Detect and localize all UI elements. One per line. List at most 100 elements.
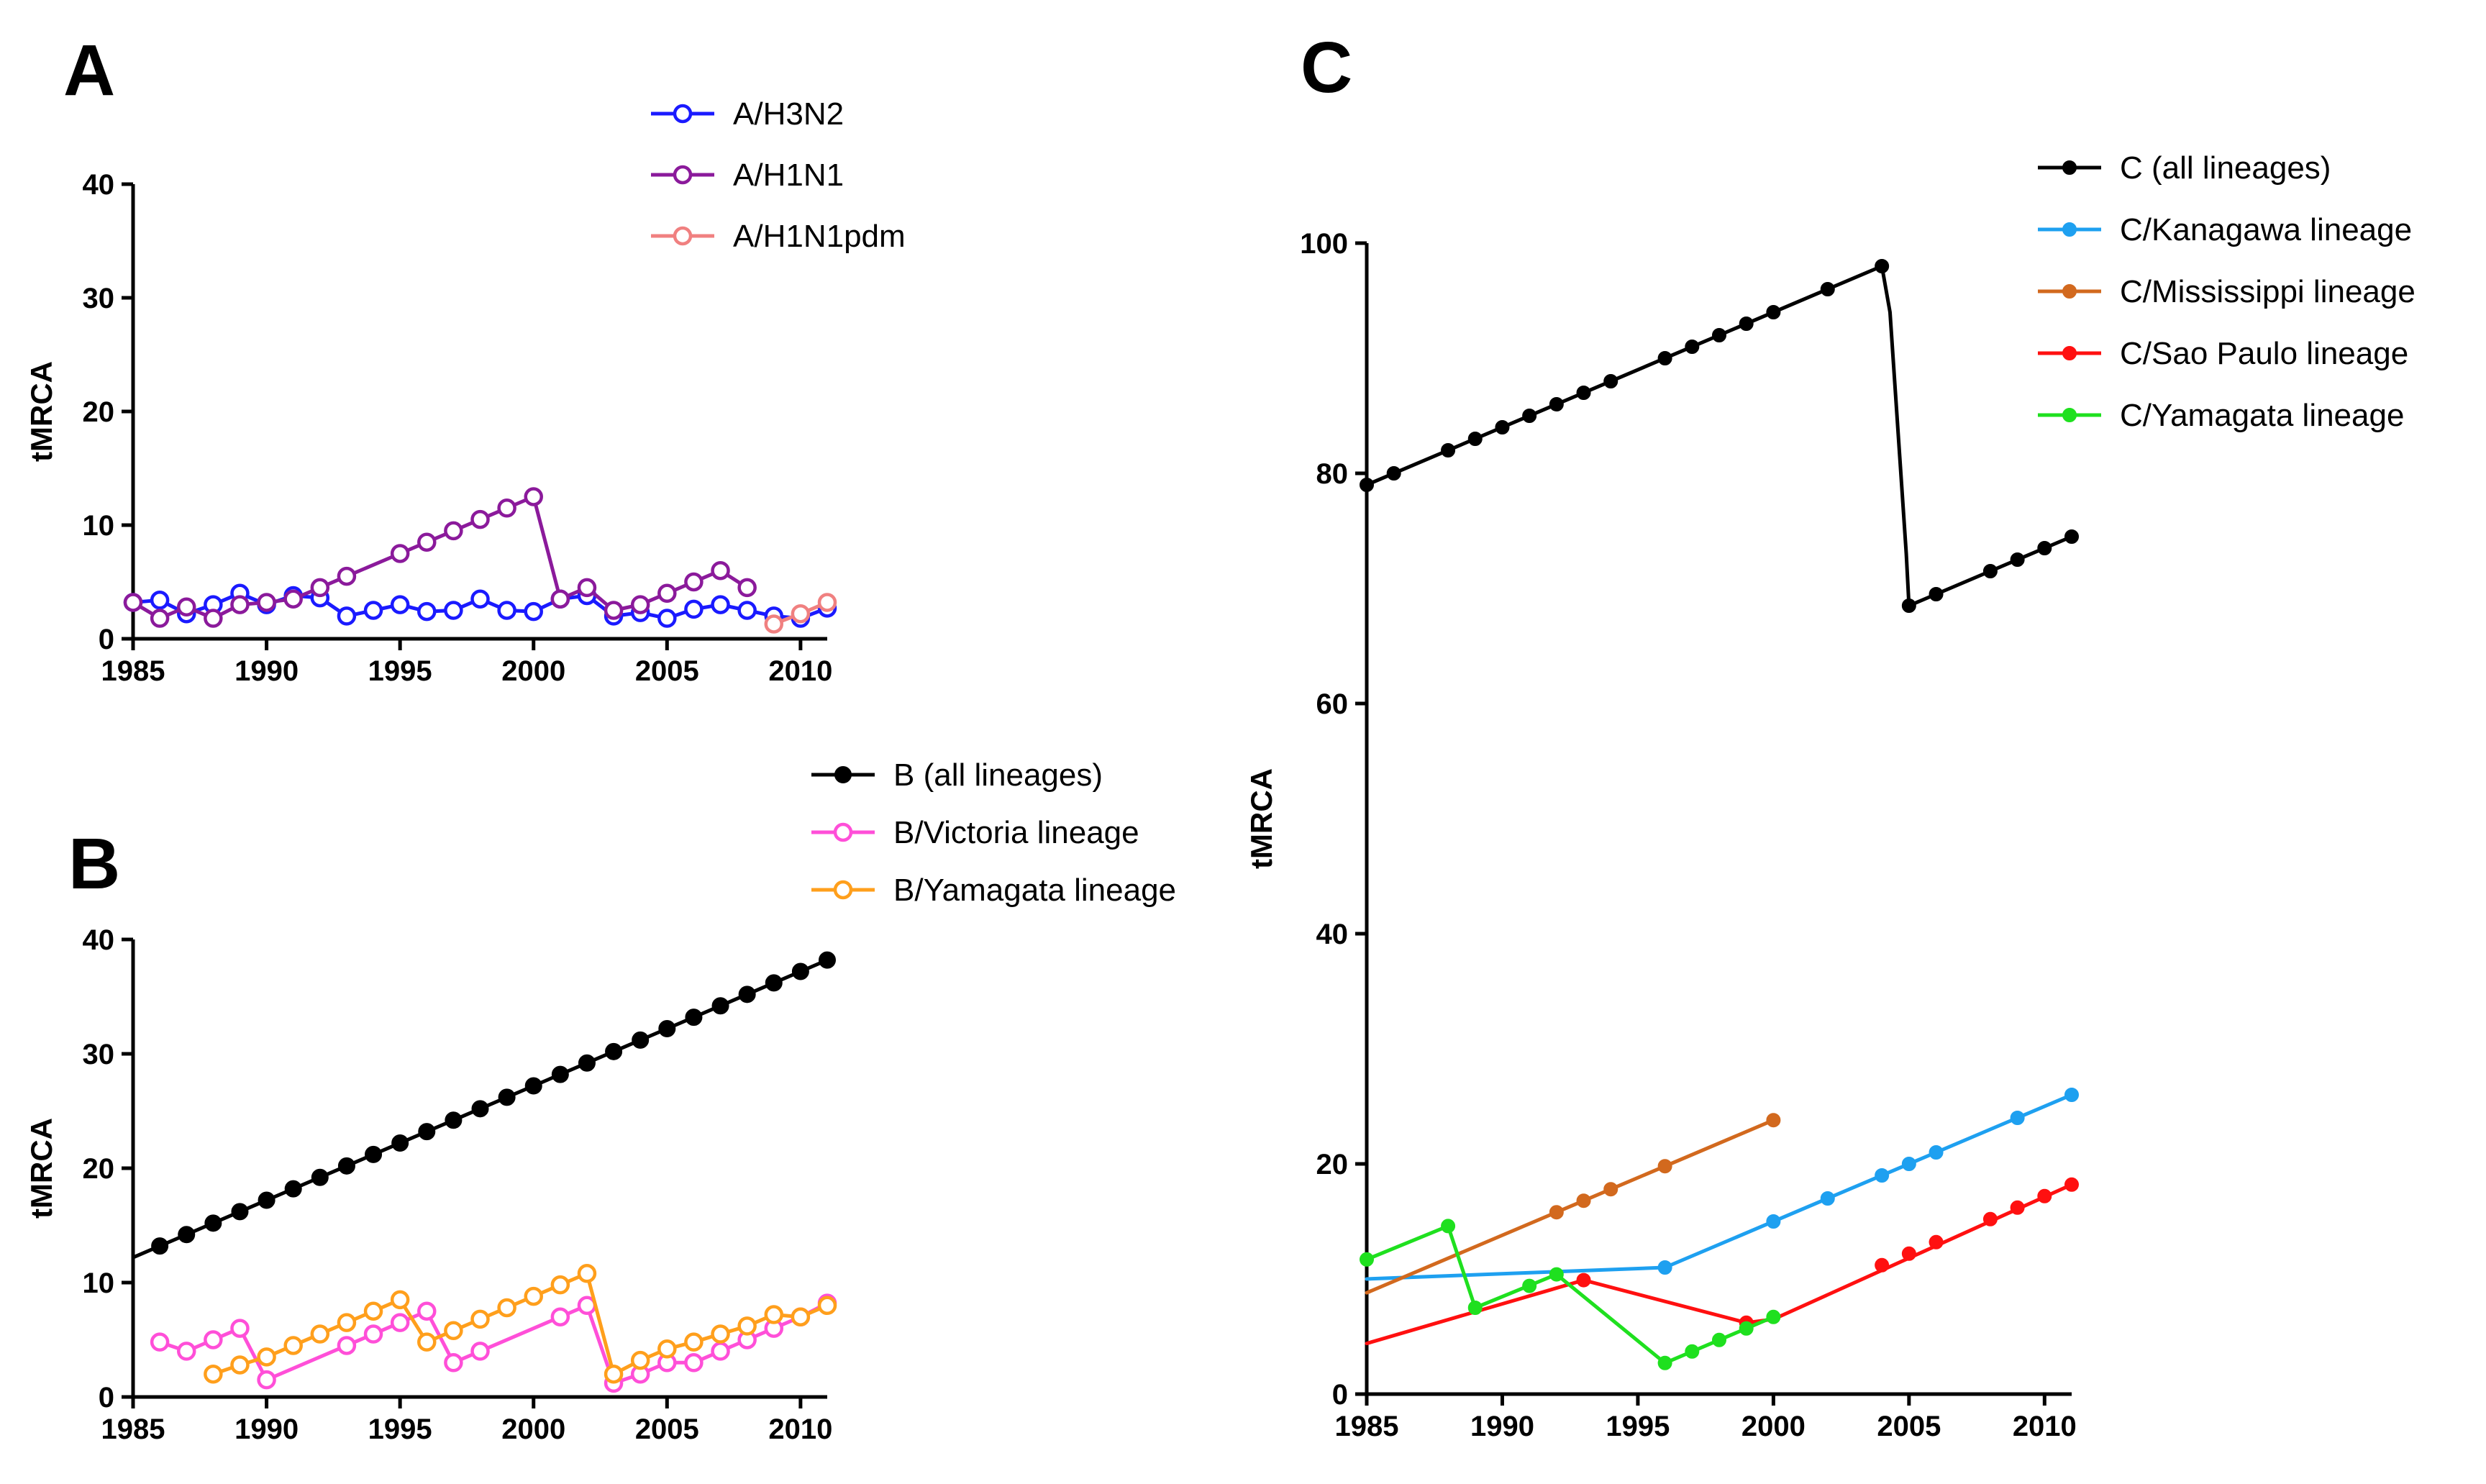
- chart-panel-c: 0 20 40 60 80 100 1985 1990 1995 2000 2005 2010 tMRC…: [1244, 150, 2416, 1442]
- panel-a-series-a-h1n1-point: [310, 578, 330, 598]
- panel-a-series-a-h3n2-point: [497, 601, 516, 620]
- panel-c-x-tick-label: 2005: [1877, 1411, 1941, 1442]
- panel-c-y-tick-label: 60: [1316, 688, 1349, 720]
- panel-c-series-c-all-lineages-point: [1712, 328, 1726, 342]
- panel-a-series-a-h1n1-point: [337, 566, 357, 586]
- panel-a-series-a-h1n1-point: [150, 609, 170, 628]
- panel-c-series-c-yamagata-lineage-point: [1712, 1332, 1726, 1347]
- panel-label-a: A: [63, 30, 115, 111]
- panel-a-y-tick-label: 20: [83, 396, 115, 428]
- panel-c-series-c-sao-paulo-lineage-point: [2064, 1177, 2079, 1192]
- panel-b-series-b-all-lineages-point: [284, 1180, 302, 1198]
- panel-b-series-b-victoria-lineage-point: [390, 1313, 410, 1332]
- panel-b-series-b-all-lineages-legend-label: B (all lineages): [893, 757, 1103, 793]
- panel-b-series-b-all-lineages-point: [365, 1145, 383, 1163]
- panel-b-series-b-all-lineages-point: [151, 1237, 169, 1255]
- panel-a-y-tick-label: 10: [83, 510, 115, 542]
- panel-a-series-a-h1n1-point: [604, 601, 624, 620]
- panel-b-series-b-all-lineages-point: [498, 1088, 516, 1106]
- panel-c-series-c-mississippi-lineage-legend-marker: [2062, 284, 2077, 299]
- panel-a-series-a-h1n1-point: [204, 609, 223, 628]
- panel-a-series-a-h3n2-point: [417, 601, 437, 622]
- panel-c-y-tick-label: 40: [1316, 919, 1349, 950]
- panel-c-series-c-sao-paulo-lineage-point: [2037, 1188, 2052, 1203]
- panel-a-series-a-h1n1pdm-legend-marker: [673, 226, 693, 246]
- panel-c-series-c-all-lineages-point: [1929, 587, 1944, 601]
- panel-b-series-b-yamagata-lineage-point: [577, 1264, 597, 1283]
- panel-c-series-c-mississippi-lineage-point: [1657, 1159, 1672, 1174]
- panel-b-series-b-yamagata-lineage-legend-marker: [833, 880, 853, 900]
- panel-c-series-c-yamagata-lineage-point: [1766, 1309, 1781, 1324]
- panel-a-y-axis-title: tMRCA: [24, 361, 58, 462]
- panel-b-x-tick-label: 1995: [368, 1414, 432, 1445]
- panel-c-y-axis-title: tMRCA: [1244, 768, 1278, 869]
- panel-b-series-b-yamagata-lineage-point: [257, 1347, 276, 1367]
- panel-c-series-c-all-lineages-point: [1982, 564, 1998, 578]
- panel-b-series-b-all-lineages-point: [445, 1111, 463, 1129]
- panel-c-series-c-kanagawa-lineage-point: [1820, 1191, 1835, 1206]
- panel-b-series-b-yamagata-lineage-point: [390, 1290, 410, 1310]
- panel-c-series-c-yamagata-lineage-point: [1522, 1278, 1537, 1293]
- panel-c-series-c-kanagawa-lineage-point: [1766, 1214, 1781, 1229]
- panel-c-series-c-yamagata-lineage-point: [1685, 1344, 1700, 1359]
- panel-b-series-b-yamagata-lineage-point: [444, 1321, 463, 1341]
- panel-b-series-b-yamagata-lineage-point: [337, 1313, 357, 1332]
- panel-b-series-b-victoria-lineage-point: [363, 1324, 383, 1344]
- panel-b-series-b-all-lineages-legend-marker: [834, 766, 852, 783]
- panel-a-series-a-h1n1pdm-legend-label: A/H1N1pdm: [733, 219, 906, 254]
- panel-b-x-tick-label: 1985: [101, 1414, 165, 1445]
- panel-b-series-b-yamagata-lineage-point: [204, 1364, 223, 1384]
- panel-b-y-tick-label: 10: [83, 1267, 115, 1299]
- panel-b-series-b-all-lineages-point: [551, 1065, 569, 1083]
- panel-b-series-b-victoria-lineage-line: [158, 1301, 829, 1385]
- panel-c-series-c-all-lineages-point: [1576, 386, 1591, 400]
- panel-c-series-c-yamagata-lineage-legend-label: C/Yamagata lineage: [2120, 398, 2404, 433]
- panel-b-series-b-yamagata-lineage-point: [230, 1355, 250, 1375]
- panel-a-series-a-h3n2-point: [337, 606, 357, 626]
- panel-c-series-c-kanagawa-lineage-legend-label: C/Kanagawa lineage: [2120, 212, 2412, 247]
- panel-b-series-b-yamagata-lineage-point: [791, 1307, 811, 1326]
- panel-c-series-c-all-lineages-point: [2010, 552, 2025, 567]
- panel-a-series-a-h1n1-point: [444, 521, 463, 541]
- panel-c-series-c-kanagawa-lineage-legend-marker: [2062, 222, 2077, 237]
- panel-a-series-a-h1n1-point: [470, 509, 490, 529]
- panel-c-series-c-all-lineages-point: [1495, 420, 1510, 434]
- panel-c-series-c-all-lineages-point: [1467, 432, 1483, 446]
- panel-b-series-b-all-lineages-point: [738, 985, 756, 1003]
- panel-c-series-c-kanagawa-lineage-point: [1657, 1260, 1672, 1275]
- panel-a-x-tick-label: 2010: [768, 655, 832, 687]
- chart-panel-b: 0 10 20 30 40 1985 1990 1995 2000 2005 2010 tMRCA B …: [24, 757, 1176, 1445]
- panel-c-series-c-yamagata-lineage-point: [1467, 1301, 1483, 1315]
- panel-c-series-c-mississippi-lineage-legend-label: C/Mississippi lineage: [2120, 274, 2416, 309]
- panel-b-series-b-victoria-lineage-point: [176, 1342, 196, 1361]
- panel-b-series-b-yamagata-lineage-point: [604, 1364, 624, 1384]
- panel-b-series-b-yamagata-lineage-legend-label: B/Yamagata lineage: [893, 873, 1176, 908]
- panel-a-x-tick-label: 1995: [368, 655, 432, 687]
- panel-b-series-b-all-lineages-point: [258, 1191, 276, 1209]
- panel-b-series-b-all-lineages-point: [791, 962, 809, 980]
- panel-a-series-a-h3n2-legend-label: A/H3N2: [733, 96, 844, 132]
- panel-b-series-b-victoria-lineage-legend-marker: [833, 822, 853, 842]
- panel-a-y-tick-label: 30: [83, 283, 115, 314]
- panel-a-series-a-h1n1pdm-point: [817, 593, 837, 612]
- panel-c-x-tick-label: 2010: [2013, 1411, 2077, 1442]
- panel-b-series-b-yamagata-lineage-point: [764, 1305, 784, 1324]
- panel-c-series-c-all-lineages-point: [1360, 478, 1374, 492]
- panel-a-series-a-h1n1pdm-point: [764, 614, 784, 634]
- panel-a-series-a-h1n1pdm-point: [791, 604, 811, 624]
- panel-a-x-tick-label: 2000: [501, 655, 565, 687]
- panel-c-series-c-yamagata-lineage-point: [1657, 1355, 1672, 1370]
- panel-c-y-tick-label: 0: [1332, 1379, 1348, 1411]
- panel-c-series-c-all-lineages-point: [1441, 443, 1456, 458]
- panel-c-series-c-all-lineages-point: [1522, 409, 1537, 423]
- panel-b-series-b-all-lineages-point: [605, 1042, 623, 1060]
- panel-c-series-c-sao-paulo-lineage-point: [1929, 1234, 1944, 1249]
- panel-b-series-b-victoria-lineage-point: [204, 1330, 223, 1349]
- panel-a-series-a-h1n1-point: [550, 589, 570, 609]
- panel-b-series-b-yamagata-lineage-point: [711, 1324, 730, 1344]
- panel-c-series-c-all-lineages-point: [1901, 598, 1916, 613]
- panel-a-series-a-h1n1-point: [417, 532, 437, 552]
- panel-b-series-b-all-lineages-point: [524, 1077, 542, 1095]
- panel-c-series-c-all-lineages-point: [1549, 397, 1564, 411]
- panel-b-series-b-victoria-lineage-point: [230, 1319, 250, 1338]
